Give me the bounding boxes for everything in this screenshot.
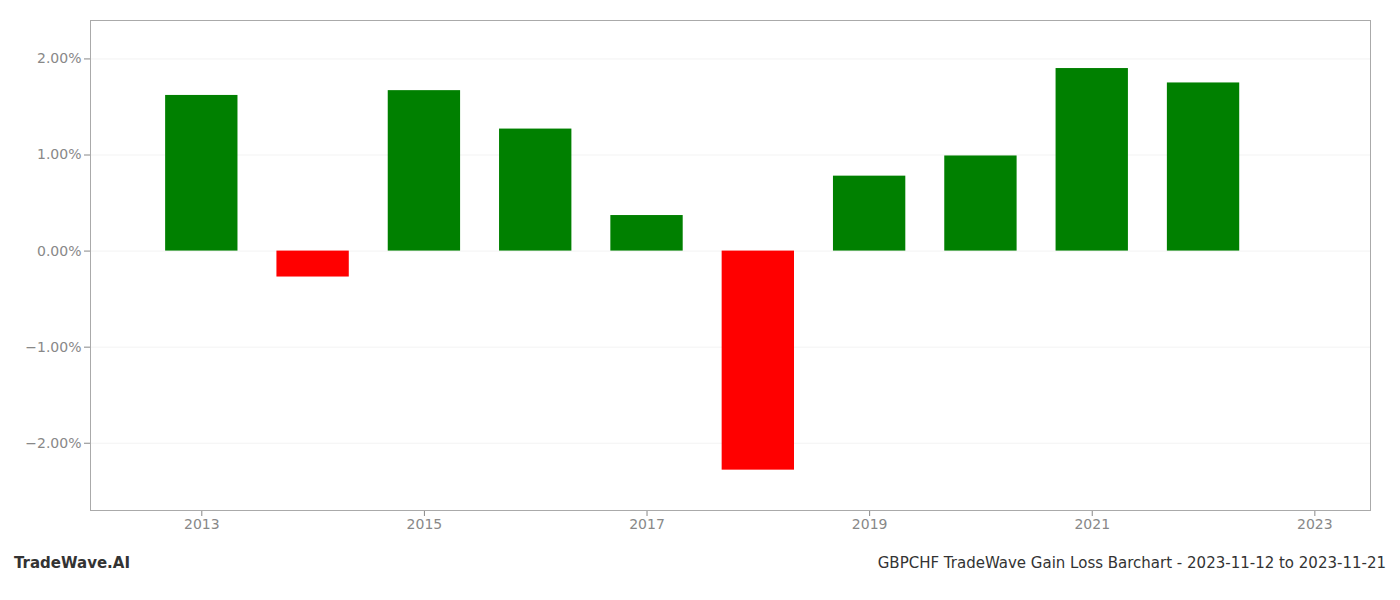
svg-text:2017: 2017 <box>629 516 665 532</box>
svg-text:2.00%: 2.00% <box>37 50 81 66</box>
html-text:TradeWave.AI: TradeWave.AI <box>14 554 130 572</box>
svg-text:0.00%: 0.00% <box>37 243 81 259</box>
svg-text:2023: 2023 <box>1297 516 1333 532</box>
svg-text:2019: 2019 <box>852 516 888 532</box>
svg-text:−1.00%: −1.00% <box>25 339 81 355</box>
html-text:GBPCHF TradeWave Gain Loss Bar: GBPCHF TradeWave Gain Loss Barchart - 20… <box>877 554 1386 572</box>
svg-text:−2.00%: −2.00% <box>25 435 81 451</box>
svg-text:2021: 2021 <box>1074 516 1110 532</box>
svg-text:2015: 2015 <box>407 516 443 532</box>
svg-text:2013: 2013 <box>184 516 220 532</box>
svg-text:1.00%: 1.00% <box>37 146 81 162</box>
